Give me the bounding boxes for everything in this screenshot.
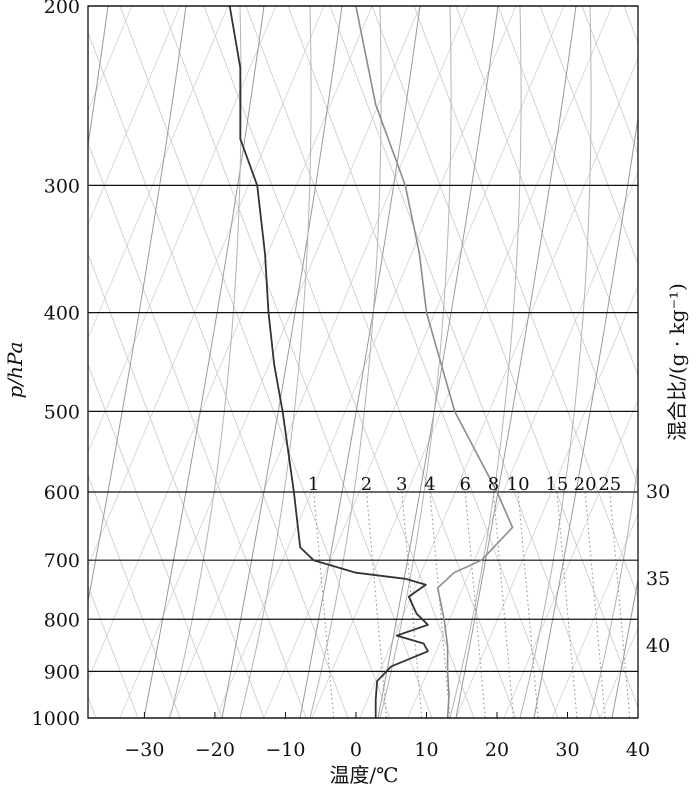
isotherm-line: [539, 6, 638, 266]
adiabat-line: [88, 6, 325, 568]
dry-adiabat-line: [299, 6, 421, 718]
isotherm-line: [413, 6, 638, 598]
adiabat-line: [88, 6, 181, 226]
mixing-ratio-label: 2: [361, 474, 372, 495]
x-tick-label: 0: [350, 739, 362, 761]
moist-adiabat-line: [589, 459, 638, 718]
adiabat-line: [119, 6, 421, 718]
isotherm-line: [88, 252, 265, 718]
mixing-ratio-line: [492, 491, 514, 718]
y-tick-label: 900: [44, 661, 80, 683]
right-side-label: 40: [646, 635, 670, 657]
adiabat-line: [311, 6, 613, 718]
moist-adiabat-line: [169, 6, 242, 718]
x-tick-label: 30: [555, 739, 579, 761]
mixing-ratio-label: 10: [507, 474, 530, 495]
isotherm-line: [88, 141, 307, 718]
axis-labels: 1 2 3 4 6 8 10 15 20 2520030040050060070080090010…: [32, 0, 671, 761]
mixing-ratio-line: [556, 491, 578, 718]
mixing-ratio-line: [517, 491, 539, 718]
isotherm-line: [203, 6, 475, 718]
moist-adiabat-line: [519, 6, 592, 718]
mixing-ratio-label: 20: [574, 474, 597, 495]
dewpoint-profile-line: [355, 6, 514, 718]
mixing-ratio-label: 8: [488, 474, 499, 495]
x-tick-label: 40: [626, 739, 650, 761]
isotherm-line: [581, 6, 638, 155]
right-side-label: 30: [646, 481, 670, 503]
x-tick-label: −10: [265, 739, 305, 761]
y-tick-label: 600: [44, 482, 80, 504]
isotherm-line: [88, 474, 181, 718]
dry-adiabat-line: [533, 114, 638, 718]
dry-adiabat-line: [611, 576, 638, 718]
isotherm-line: [329, 6, 601, 718]
mixing-ratio-label: 1: [308, 474, 319, 495]
isotherm-line: [88, 363, 223, 718]
x-tick-label: −30: [124, 739, 164, 761]
y-tick-label: 400: [44, 303, 80, 325]
isotherm-line: [287, 6, 559, 718]
mixing-ratio-label: 6: [460, 474, 471, 495]
dry-adiabat-line: [221, 6, 343, 718]
mixing-ratio-label: 3: [396, 474, 407, 495]
sounding-series: [228, 6, 514, 718]
isotherm-line: [88, 31, 349, 718]
dry-adiabat-line: [455, 6, 577, 718]
x-tick-label: 10: [414, 739, 438, 761]
right-axis-title: 混合比/(g · kg⁻¹): [665, 283, 689, 441]
adiabat-line: [88, 6, 229, 340]
moist-adiabat-line: [449, 6, 522, 718]
dry-adiabat-line: [88, 6, 187, 605]
isotherm-line: [371, 6, 638, 709]
temperature-profile-line: [228, 6, 429, 718]
adiabat-line: [696, 6, 700, 718]
mixing-ratio-line: [609, 491, 631, 718]
adiabat-line: [263, 6, 565, 718]
isotherm-line: [161, 6, 433, 718]
adiabat-line: [88, 6, 373, 682]
adiabat-line: [167, 6, 469, 718]
mixing-ratio-line: [313, 491, 335, 718]
y-axis-title: p/hPa: [3, 342, 27, 399]
dry-adiabat-line: [377, 6, 499, 718]
mixing-ratio-label: 4: [424, 474, 435, 495]
isotherm-line: [88, 585, 139, 718]
adiabat-line: [551, 512, 638, 718]
adiabat-line: [407, 171, 638, 718]
mixing-ratio-label: 25: [598, 474, 621, 495]
y-tick-label: 300: [44, 175, 80, 197]
mixing-ratio-line: [429, 491, 451, 718]
plot-frame: [87, 5, 639, 719]
moist-adiabat-line: [379, 6, 452, 718]
adiabat-line: [215, 6, 517, 718]
adiabat-line: [455, 285, 638, 718]
dry-adiabat-line: [88, 6, 109, 148]
mixing-ratio-line: [464, 491, 486, 718]
isotherm-line: [455, 6, 638, 488]
x-tick-label: −20: [195, 739, 235, 761]
y-tick-label: 200: [44, 0, 80, 18]
dry-adiabat-line: [690, 6, 700, 718]
moist-adiabat-line: [309, 6, 382, 718]
y-tick-label: 700: [44, 550, 80, 572]
mixing-ratio-line: [584, 491, 606, 718]
background-diagram-lines: [88, 6, 700, 718]
x-tick-label: 20: [485, 739, 509, 761]
y-tick-label: 500: [44, 401, 80, 423]
isotherm-line: [119, 6, 391, 718]
mixing-ratio-line: [366, 491, 388, 718]
right-side-label: 35: [646, 568, 670, 590]
dry-adiabat-line: [143, 6, 265, 718]
y-tick-label: 1000: [32, 708, 80, 730]
mixing-ratio-label: 15: [545, 474, 568, 495]
isotherm-line: [497, 6, 638, 377]
moist-adiabat-line: [239, 6, 312, 718]
adiabat-line: [503, 398, 638, 718]
adiabat-line: [88, 6, 277, 454]
isotherm-line: [245, 6, 517, 718]
y-tick-label: 800: [44, 609, 80, 631]
x-axis-title: 温度/℃: [329, 763, 398, 787]
